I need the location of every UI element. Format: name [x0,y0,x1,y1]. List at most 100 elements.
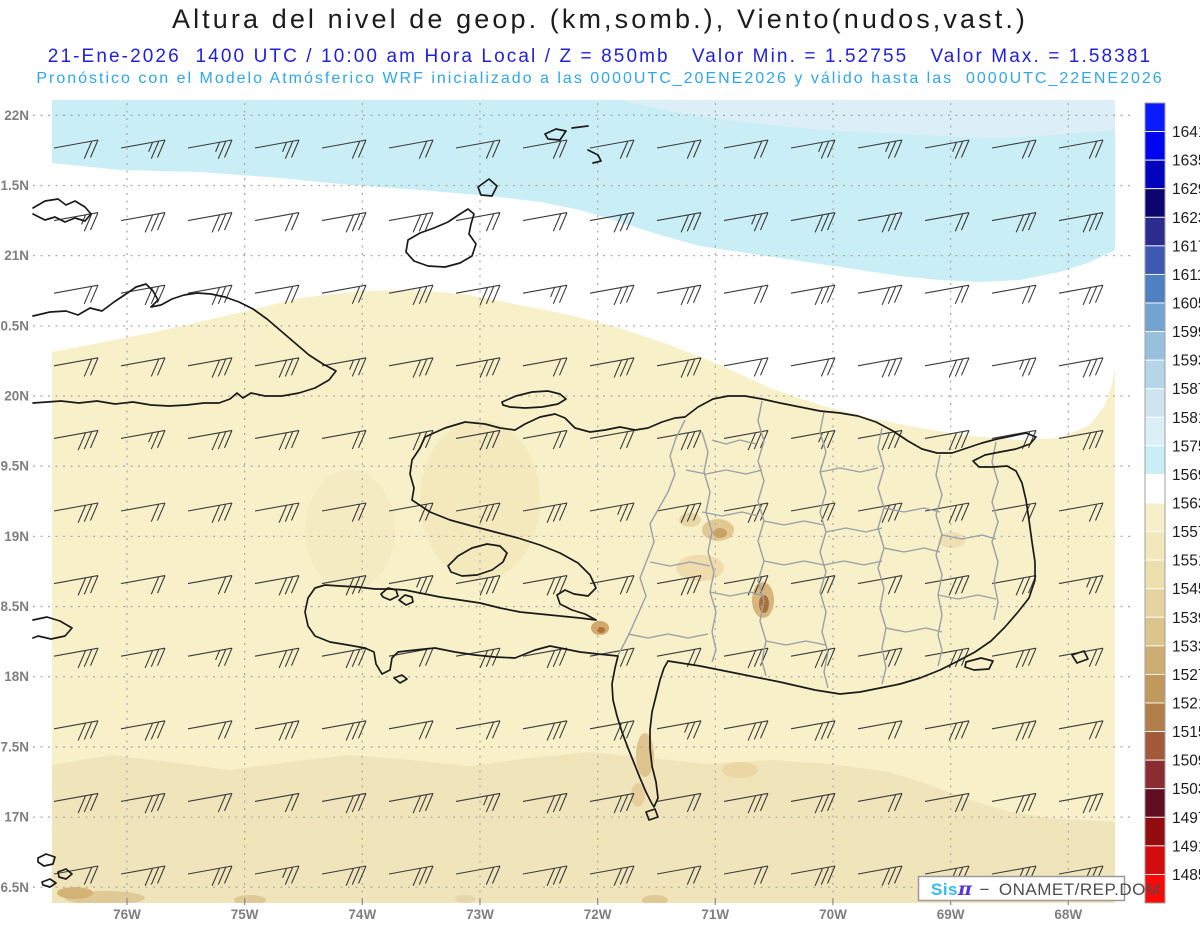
wind-barb [790,357,836,377]
wind-barb [522,284,568,305]
colorbar-tick-label: 1527 [1172,667,1200,684]
colorbar-tick-label: 1563 [1172,496,1200,513]
chart-subtitle-datetime: 21-Ene-2026 1400 UTC / 10:00 am Hora Loc… [47,46,1153,67]
y-axis-tick-label: 17N [4,810,29,825]
colorbar-segment [1144,131,1166,161]
wind-barb [388,865,434,886]
wind-barb [924,720,970,741]
colorbar-tick-label: 1569 [1172,467,1200,484]
wind-barb [1058,720,1104,740]
x-axis-tick-label: 72W [584,907,612,922]
colorbar-segment [1144,102,1166,133]
wind-barb [857,647,903,668]
wind-barb [857,429,903,451]
wind-barb [254,429,300,451]
coastline-layer [32,125,1089,888]
colorbar-segment [1144,616,1166,647]
wind-barb [187,575,233,595]
wind-barb [254,792,300,813]
wind-barb [991,139,1037,159]
colorbar-segment [1144,845,1166,875]
wind-barb [1058,284,1104,306]
wind-barb [321,720,367,741]
wind-barb [522,575,568,596]
colorbar-tick-label: 1557 [1172,524,1200,541]
colorbar-segment [1144,416,1166,447]
wind-barb [924,139,970,159]
wind-barb [522,720,568,741]
wind-barbs-layer [53,139,1104,886]
wind-barb [790,865,836,886]
colorbar-tick-label: 1593 [1172,353,1200,370]
colorbar-tick-label: 1587 [1172,381,1200,398]
wind-barb [991,720,1037,741]
wind-barb [857,502,903,523]
wind-barb [857,357,903,378]
colorbar-segment [1144,588,1166,618]
wind-barb [187,865,233,886]
wind-barb [790,139,836,159]
wind-barb [991,792,1037,814]
colorbar-segment [1144,188,1166,218]
wind-barb [522,139,568,159]
wind-barb [321,357,367,377]
wind-barb [455,139,501,159]
wind-barb [321,647,367,669]
wind-barb [857,284,903,306]
wind-barb [790,212,836,233]
wind-barb [991,212,1037,233]
geopotential-shading-layer [52,100,1115,903]
wind-barb [120,792,166,814]
colorbar-tick-label: 1617 [1172,238,1200,255]
wind-barb [656,429,702,451]
wind-barb [924,575,970,596]
wind-barb [656,792,702,813]
chart-subtitle-model: Pronóstico con el Modelo Atmósferico WRF… [36,70,1164,87]
wind-barb [321,575,367,596]
wind-barb [187,139,233,159]
wind-barb [120,284,166,306]
wind-barb [187,429,233,451]
wind-barb [388,429,434,451]
wind-barb [857,139,903,159]
wind-barb [53,139,99,159]
wind-barb [321,792,367,814]
wind-barb [388,212,434,233]
colorbar-tick-label: 1623 [1172,210,1200,227]
watermark-box: Sisπ − ONAMET/REP.DOM. [917,875,1165,902]
wind-barb [857,212,903,233]
y-axis-tick-label: 9.5N [0,459,29,474]
wind-barb [455,284,501,306]
wind-barb [388,139,434,159]
y-axis-tick-label: 7.5N [0,739,29,754]
colorbar-segment [1144,502,1166,533]
wind-barb [321,865,367,886]
wind-barb [53,720,99,741]
wind-barb [53,647,99,669]
wind-barb [1058,792,1104,814]
colorbar-segment [1144,445,1166,475]
wind-barb [924,865,970,885]
wind-barb [656,139,702,159]
wind-barb [53,865,99,885]
wind-barb [254,865,300,885]
wind-barb [120,575,166,595]
wind-barb [321,284,367,305]
wind-barb [455,357,501,378]
wind-barb [723,139,769,159]
wind-barb [120,647,166,669]
wind-barb [857,575,903,595]
wind-barb [187,647,233,668]
wind-barb [254,502,300,523]
wind-barb [1058,139,1104,159]
colorbar-segment [1144,245,1166,275]
colorbar-segment [1144,302,1166,333]
wind-barb [723,212,769,232]
wind-barb [790,284,836,306]
wind-barb [455,212,501,232]
